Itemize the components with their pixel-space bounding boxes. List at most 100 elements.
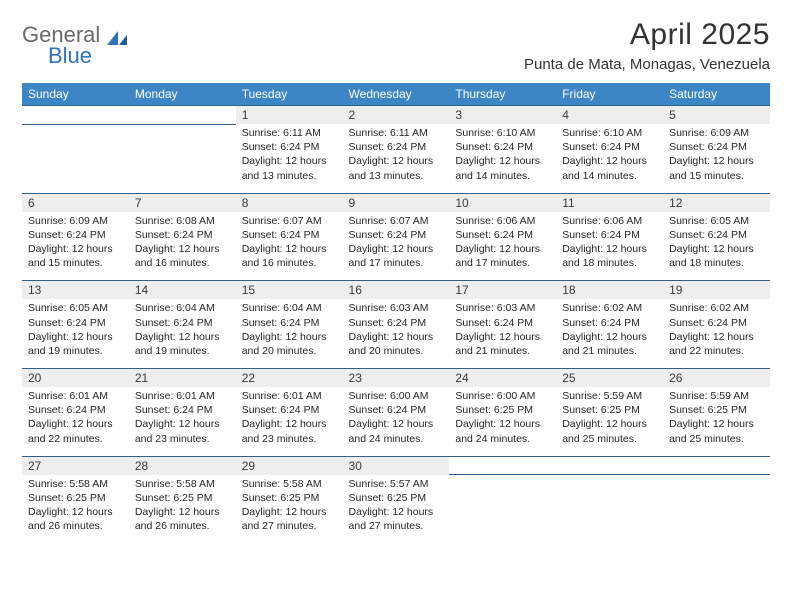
day-number-cell: 6 [22,193,129,212]
day-detail-cell [129,124,236,193]
sunset-line: Sunset: 6:24 PM [669,316,764,330]
day-detail-cell: Sunrise: 6:05 AMSunset: 6:24 PMDaylight:… [663,212,770,281]
daylight-line: Daylight: 12 hours and 20 minutes. [349,330,444,358]
day-detail-cell: Sunrise: 6:08 AMSunset: 6:24 PMDaylight:… [129,212,236,281]
day-number-cell: 26 [663,369,770,388]
day-detail-cell: Sunrise: 6:04 AMSunset: 6:24 PMDaylight:… [129,299,236,368]
daylight-line: Daylight: 12 hours and 16 minutes. [242,242,337,270]
daylight-line: Daylight: 12 hours and 16 minutes. [135,242,230,270]
sunset-line: Sunset: 6:25 PM [28,491,123,505]
sunset-line: Sunset: 6:24 PM [135,316,230,330]
logo-text-block: General Blue [22,24,129,67]
weekday-header: Wednesday [343,83,450,106]
location-text: Punta de Mata, Monagas, Venezuela [524,56,770,73]
day-number-row: 20212223242526 [22,369,770,388]
day-number-cell: 4 [556,106,663,125]
sunrise-line: Sunrise: 6:07 AM [349,214,444,228]
day-detail-row: Sunrise: 5:58 AMSunset: 6:25 PMDaylight:… [22,475,770,544]
sunset-line: Sunset: 6:24 PM [669,140,764,154]
day-detail-cell: Sunrise: 6:03 AMSunset: 6:24 PMDaylight:… [343,299,450,368]
sunset-line: Sunset: 6:24 PM [28,316,123,330]
daylight-line: Daylight: 12 hours and 13 minutes. [349,154,444,182]
day-number-cell: 20 [22,369,129,388]
sunset-line: Sunset: 6:24 PM [349,403,444,417]
daylight-line: Daylight: 12 hours and 25 minutes. [669,417,764,445]
sunset-line: Sunset: 6:24 PM [562,228,657,242]
day-number-row: 27282930 [22,456,770,475]
sunrise-line: Sunrise: 6:05 AM [669,214,764,228]
sunset-line: Sunset: 6:24 PM [349,316,444,330]
day-number-cell [449,456,556,475]
day-number-cell: 2 [343,106,450,125]
logo-sail-icon [107,29,129,47]
daylight-line: Daylight: 12 hours and 21 minutes. [562,330,657,358]
sunset-line: Sunset: 6:24 PM [242,228,337,242]
day-detail-cell: Sunrise: 6:03 AMSunset: 6:24 PMDaylight:… [449,299,556,368]
day-number-cell: 22 [236,369,343,388]
day-number-cell [556,456,663,475]
day-detail-row: Sunrise: 6:11 AMSunset: 6:24 PMDaylight:… [22,124,770,193]
daylight-line: Daylight: 12 hours and 27 minutes. [349,505,444,533]
daylight-line: Daylight: 12 hours and 19 minutes. [28,330,123,358]
sunset-line: Sunset: 6:24 PM [669,228,764,242]
day-detail-cell [556,475,663,544]
sunset-line: Sunset: 6:24 PM [28,228,123,242]
day-number-row: 12345 [22,106,770,125]
sunrise-line: Sunrise: 6:11 AM [349,126,444,140]
sunset-line: Sunset: 6:24 PM [455,140,550,154]
day-detail-cell [449,475,556,544]
sunset-line: Sunset: 6:24 PM [349,228,444,242]
sunrise-line: Sunrise: 6:01 AM [242,389,337,403]
day-detail-cell: Sunrise: 5:59 AMSunset: 6:25 PMDaylight:… [663,387,770,456]
daylight-line: Daylight: 12 hours and 14 minutes. [455,154,550,182]
day-number-cell: 17 [449,281,556,300]
day-detail-cell: Sunrise: 5:58 AMSunset: 6:25 PMDaylight:… [22,475,129,544]
day-number-cell: 8 [236,193,343,212]
sunset-line: Sunset: 6:24 PM [135,403,230,417]
sunset-line: Sunset: 6:24 PM [28,403,123,417]
day-number-cell: 14 [129,281,236,300]
day-detail-cell: Sunrise: 6:06 AMSunset: 6:24 PMDaylight:… [449,212,556,281]
day-number-cell: 28 [129,456,236,475]
sunset-line: Sunset: 6:25 PM [135,491,230,505]
weekday-header: Monday [129,83,236,106]
sunset-line: Sunset: 6:25 PM [349,491,444,505]
sunrise-line: Sunrise: 6:00 AM [349,389,444,403]
day-detail-cell: Sunrise: 6:07 AMSunset: 6:24 PMDaylight:… [343,212,450,281]
day-detail-cell: Sunrise: 6:06 AMSunset: 6:24 PMDaylight:… [556,212,663,281]
sunset-line: Sunset: 6:24 PM [135,228,230,242]
sunset-line: Sunset: 6:25 PM [455,403,550,417]
sunrise-line: Sunrise: 5:58 AM [28,477,123,491]
daylight-line: Daylight: 12 hours and 23 minutes. [242,417,337,445]
day-number-cell: 9 [343,193,450,212]
sunrise-line: Sunrise: 6:01 AM [135,389,230,403]
day-number-cell: 13 [22,281,129,300]
sunrise-line: Sunrise: 5:58 AM [242,477,337,491]
sunrise-line: Sunrise: 6:09 AM [28,214,123,228]
day-number-cell: 21 [129,369,236,388]
logo: General Blue [22,24,129,67]
daylight-line: Daylight: 12 hours and 21 minutes. [455,330,550,358]
day-number-cell: 11 [556,193,663,212]
logo-word-blue: Blue [48,45,129,67]
day-number-cell: 23 [343,369,450,388]
weekday-header-row: Sunday Monday Tuesday Wednesday Thursday… [22,83,770,106]
day-detail-cell: Sunrise: 6:10 AMSunset: 6:24 PMDaylight:… [556,124,663,193]
daylight-line: Daylight: 12 hours and 20 minutes. [242,330,337,358]
sunrise-line: Sunrise: 5:57 AM [349,477,444,491]
day-number-cell: 7 [129,193,236,212]
day-detail-cell [663,475,770,544]
day-detail-cell: Sunrise: 5:58 AMSunset: 6:25 PMDaylight:… [129,475,236,544]
sunrise-line: Sunrise: 5:59 AM [562,389,657,403]
day-number-row: 13141516171819 [22,281,770,300]
sunset-line: Sunset: 6:25 PM [242,491,337,505]
sunset-line: Sunset: 6:24 PM [562,140,657,154]
day-number-cell: 29 [236,456,343,475]
day-detail-cell: Sunrise: 6:11 AMSunset: 6:24 PMDaylight:… [236,124,343,193]
sunset-line: Sunset: 6:24 PM [242,140,337,154]
daylight-line: Daylight: 12 hours and 23 minutes. [135,417,230,445]
day-number-cell [663,456,770,475]
daylight-line: Daylight: 12 hours and 14 minutes. [562,154,657,182]
day-number-cell [129,106,236,125]
sunrise-line: Sunrise: 6:05 AM [28,301,123,315]
